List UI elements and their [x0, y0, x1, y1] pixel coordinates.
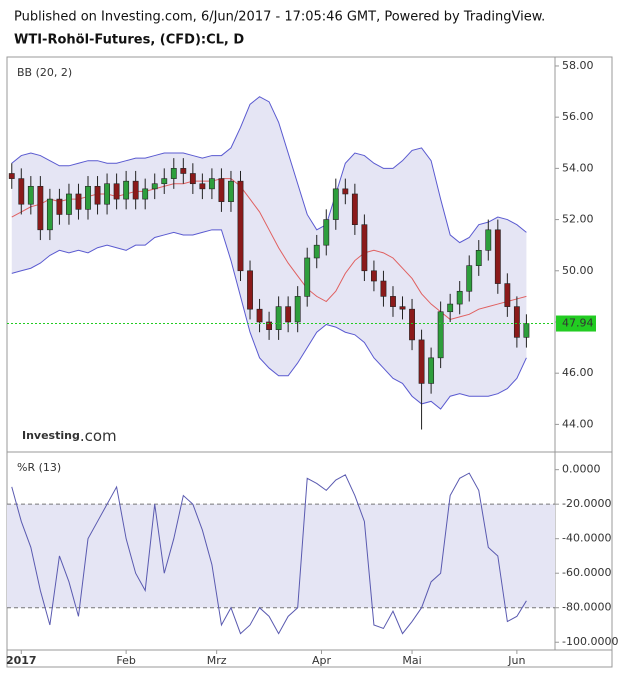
- y-tick-label: 52.00: [562, 213, 594, 226]
- x-tick-label: Feb: [116, 654, 135, 667]
- candle-body: [256, 308, 263, 323]
- candle-body: [409, 308, 415, 341]
- y-tick-label: 54.00: [562, 161, 594, 174]
- y-tick-label: -40.0000: [562, 532, 611, 545]
- y-tick-label: 56.00: [562, 110, 594, 123]
- candle-body: [199, 183, 206, 190]
- y-tick-label: -80.0000: [562, 601, 611, 614]
- candle-body: [75, 193, 82, 210]
- candle-body: [18, 178, 25, 205]
- candle-body: [475, 249, 482, 266]
- candle-body: [151, 183, 158, 190]
- candle-body: [294, 296, 301, 323]
- candle-body: [504, 283, 511, 307]
- logo-brand: Investing: [22, 429, 80, 442]
- candle-body: [46, 198, 53, 231]
- candle-body: [247, 270, 253, 310]
- candle-body: [170, 168, 177, 179]
- x-tick-label: Apr: [312, 654, 332, 667]
- y-tick-label: 46.00: [562, 366, 594, 379]
- candle-body: [399, 306, 406, 310]
- candle-body: [380, 280, 387, 297]
- candle-body: [123, 180, 130, 200]
- candle-body: [418, 339, 425, 384]
- candle-body: [285, 306, 292, 323]
- candle-body: [189, 173, 196, 185]
- candle-body: [523, 323, 530, 338]
- x-tick-label: Mrz: [207, 654, 227, 667]
- candle-body: [485, 229, 492, 251]
- logo: Investing.com: [22, 427, 117, 445]
- candle-body: [113, 183, 120, 200]
- candle-body: [351, 193, 358, 225]
- last-price-box: [556, 315, 596, 332]
- logo-suffix: .com: [80, 427, 117, 445]
- candle-body: [323, 219, 330, 246]
- candle-body: [208, 178, 215, 190]
- y-tick-label: 50.00: [562, 264, 594, 277]
- candle-body: [304, 257, 311, 297]
- candle-body: [27, 185, 34, 205]
- candle-body: [390, 296, 396, 307]
- candle-body: [94, 185, 101, 205]
- band-fill: [11, 96, 527, 410]
- candle-body: [466, 265, 473, 292]
- candle-body: [494, 229, 501, 284]
- last-price-label: 47.94: [562, 317, 594, 330]
- lower-band: [11, 229, 527, 410]
- candle-body: [447, 303, 454, 313]
- panel-title: %R (13): [17, 461, 61, 474]
- candle-body: [456, 290, 463, 305]
- level-band: [7, 504, 555, 608]
- candle-body: [180, 168, 187, 174]
- y-tick-label: -60.0000: [562, 566, 611, 579]
- x-tick-label: 2017: [6, 654, 37, 667]
- candle-body: [37, 185, 44, 231]
- candle-body: [56, 198, 63, 215]
- x-tick-label: Jun: [507, 654, 525, 667]
- candle-body: [371, 270, 377, 282]
- frame: [6, 56, 613, 668]
- y-tick-label: 58.00: [562, 59, 594, 72]
- candle-body: [218, 178, 225, 202]
- candle-body: [332, 188, 339, 220]
- candle-body: [361, 224, 368, 272]
- candle-body: [228, 180, 234, 202]
- candle-body: [237, 180, 244, 272]
- candle-body: [428, 357, 435, 384]
- y-tick-label: -100.0000: [562, 635, 618, 648]
- y-tick-label: 44.00: [562, 417, 594, 430]
- published-note: Published on Investing.com, 6/Jun/2017 -…: [14, 10, 545, 25]
- candle-body: [85, 185, 91, 210]
- panel-title: BB (20, 2): [17, 66, 72, 79]
- candle-body: [8, 173, 15, 179]
- candle-body: [161, 178, 168, 185]
- symbol-title: WTI-Rohöl-Futures, (CFD):CL, D: [14, 33, 244, 48]
- candle-body: [142, 188, 149, 200]
- candle-body: [313, 244, 320, 259]
- candle-body: [437, 311, 444, 359]
- candle-body: [104, 183, 110, 205]
- candle-body: [275, 306, 282, 330]
- upper-band: [11, 96, 527, 244]
- candle-body: [513, 306, 520, 338]
- y-tick-label: 0.0000: [562, 463, 601, 476]
- y-tick-label: -20.0000: [562, 497, 611, 510]
- x-tick-label: Mai: [402, 654, 421, 667]
- candle-body: [342, 188, 349, 195]
- candle-body: [132, 180, 139, 200]
- candle-body: [66, 193, 72, 215]
- candle-body: [266, 321, 273, 330]
- williams-r-line: [11, 472, 527, 635]
